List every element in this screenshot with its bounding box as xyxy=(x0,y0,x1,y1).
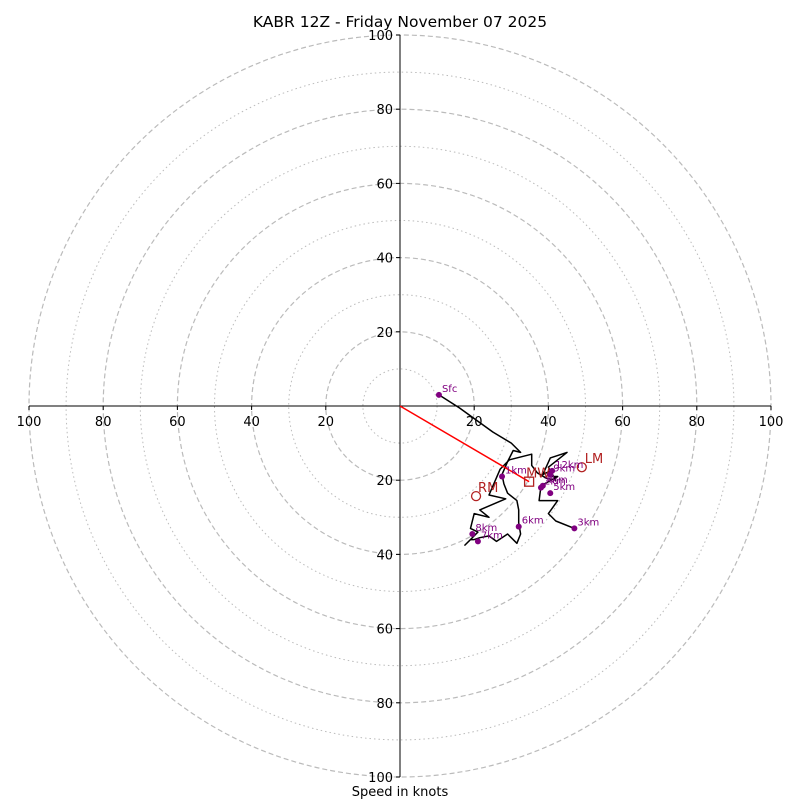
height-point-sfc xyxy=(435,391,442,398)
x-tick-label: 20 xyxy=(318,415,335,430)
height-label-2km: 2km xyxy=(544,477,566,488)
storm-motion-layer: RM LM MW xyxy=(470,452,603,502)
x-tick-label: 100 xyxy=(17,415,42,430)
y-tick-label: 20 xyxy=(376,326,393,341)
height-point-12km xyxy=(549,467,556,474)
height-label-3km: 3km xyxy=(577,517,599,528)
height-label-12km: 12km xyxy=(555,460,583,471)
y-tick-label: 100 xyxy=(368,29,393,44)
y-tick-label: 20 xyxy=(376,474,393,489)
y-tick-label: 80 xyxy=(376,697,393,712)
x-tick-label: 40 xyxy=(540,415,557,430)
y-tick-label: 60 xyxy=(376,177,393,192)
storm-label-mw: MW xyxy=(526,467,550,482)
storm-label-lm: LM xyxy=(585,452,603,467)
y-tick-label: 40 xyxy=(376,252,393,267)
height-point-1km xyxy=(499,473,506,480)
storm-label-rm: RM xyxy=(478,481,498,496)
height-label-4km: 4km xyxy=(546,475,568,486)
height-point-6km xyxy=(515,523,522,530)
tick-labels: 100 80 60 40 20 20 40 60 80 100 100 80 60 40 20 20 40 60 8… xyxy=(17,29,784,786)
height-label-5km: 5km xyxy=(553,482,575,493)
height-label-7km: 7km xyxy=(481,530,503,541)
storm-marker-lm xyxy=(576,462,587,473)
height-label-1km: 1km xyxy=(505,465,527,476)
height-label-6km: 6km xyxy=(522,516,544,527)
shear-vector-layer xyxy=(399,405,530,483)
y-tick-label: 60 xyxy=(376,623,393,638)
height-point-5km xyxy=(547,490,554,497)
y-tick-label: 80 xyxy=(376,103,393,118)
height-point-4km xyxy=(539,482,546,489)
x-tick-label: 100 xyxy=(759,415,784,430)
y-tick-label: 40 xyxy=(376,548,393,563)
x-tick-label: 40 xyxy=(243,415,260,430)
height-point-8km xyxy=(469,530,476,537)
x-tick-label: 80 xyxy=(689,415,706,430)
height-point-3km xyxy=(571,525,578,532)
height-label-sfc: Sfc xyxy=(442,384,457,395)
x-tick-label: 80 xyxy=(95,415,112,430)
chart-title: KABR 12Z - Friday November 07 2025 xyxy=(253,13,547,31)
x-tick-label: 20 xyxy=(466,415,483,430)
shear-vector xyxy=(399,405,530,483)
storm-marker-mw xyxy=(523,476,535,487)
height-label-9km: 9km xyxy=(553,464,575,475)
y-tick-label: 100 xyxy=(368,771,393,786)
x-tick-label: 60 xyxy=(169,415,186,430)
x-axis-label: Speed in knots xyxy=(352,785,449,800)
height-point-7km xyxy=(474,538,481,545)
height-label-8km: 8km xyxy=(475,523,497,534)
x-tick-label: 60 xyxy=(614,415,631,430)
storm-marker-rm xyxy=(470,491,482,502)
